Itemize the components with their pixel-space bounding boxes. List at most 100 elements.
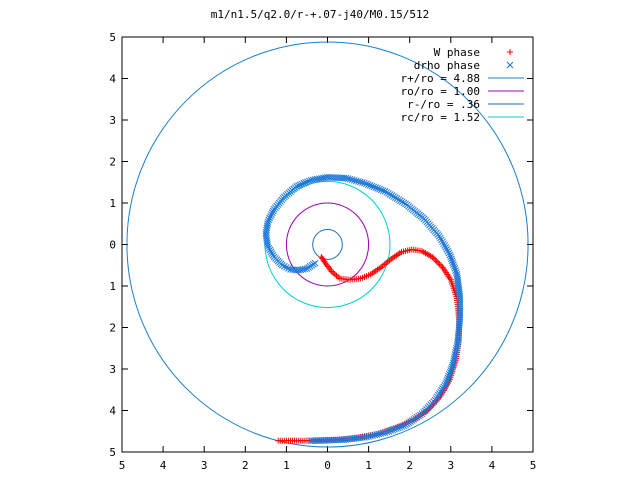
legend-label: rc/ro = 1.52 bbox=[401, 111, 480, 124]
drho-phase-point bbox=[442, 244, 450, 251]
drho-phase-point bbox=[443, 376, 451, 384]
drho-phase-point bbox=[385, 428, 393, 435]
legend-label: drho phase bbox=[414, 59, 480, 72]
drho-phase-point bbox=[451, 351, 459, 358]
phase-markers bbox=[262, 173, 464, 445]
drho-phase-point bbox=[452, 346, 460, 354]
y-tick-label: 5 bbox=[109, 446, 116, 459]
drho-phase-point bbox=[441, 242, 448, 249]
y-tick-label: 3 bbox=[109, 363, 116, 376]
w-phase-series bbox=[275, 246, 463, 444]
drho-phase-point bbox=[449, 259, 457, 267]
drho-phase-point bbox=[398, 423, 406, 430]
drho-phase-point bbox=[300, 179, 308, 187]
w-phase-point bbox=[275, 437, 282, 444]
legend-label: r+/ro = 4.88 bbox=[401, 72, 480, 85]
circle-r- bbox=[312, 229, 343, 260]
drho-phase-point bbox=[346, 175, 354, 183]
x-tick-label: 3 bbox=[447, 459, 454, 472]
drho-phase-point bbox=[265, 216, 273, 224]
y-tick-label: 1 bbox=[109, 197, 116, 210]
drho-phase-point bbox=[354, 178, 362, 185]
drho-phase-point bbox=[280, 262, 288, 270]
drho-phase-point bbox=[435, 232, 443, 240]
drho-phase-point bbox=[379, 187, 387, 194]
drho-phase-point bbox=[304, 178, 311, 186]
drho-phase-point bbox=[369, 432, 377, 439]
drho-phase-point bbox=[307, 437, 315, 445]
drho-phase-point bbox=[366, 181, 374, 189]
drho-phase-point bbox=[450, 355, 458, 362]
drho-phase-point bbox=[373, 431, 381, 438]
drho-phase-point bbox=[449, 359, 457, 367]
drho-phase-point bbox=[383, 428, 391, 436]
drho-phase-point bbox=[392, 425, 400, 432]
drho-phase-point bbox=[376, 185, 383, 193]
drho-phase-point bbox=[264, 220, 271, 228]
drho-phase-point bbox=[268, 211, 275, 218]
drho-phase-point bbox=[453, 344, 460, 352]
drho-phase-point bbox=[444, 247, 452, 255]
w-phase-point bbox=[438, 262, 445, 269]
drho-phase-point bbox=[438, 236, 445, 244]
x-tick-label: 2 bbox=[242, 459, 249, 472]
drho-phase-point bbox=[363, 180, 370, 188]
drho-phase-point bbox=[450, 263, 458, 270]
drho-phase-point bbox=[359, 179, 366, 186]
drho-phase-point bbox=[301, 265, 309, 273]
x-tick-label: 4 bbox=[160, 459, 167, 472]
w-phase-point bbox=[432, 256, 439, 263]
drho-phase-point bbox=[364, 181, 372, 188]
drho-phase-point bbox=[309, 437, 317, 445]
drho-phase-point bbox=[439, 238, 446, 246]
w-phase-point bbox=[433, 258, 440, 265]
y-tick-label: 4 bbox=[109, 405, 116, 418]
drho-phase-point bbox=[379, 429, 387, 437]
y-tick-label: 3 bbox=[109, 114, 116, 127]
y-tick-label: 2 bbox=[109, 156, 116, 169]
drho-phase-point bbox=[266, 214, 274, 222]
y-tick-label: 4 bbox=[109, 73, 116, 86]
drho-phase-point bbox=[445, 249, 453, 257]
drho-phase-point bbox=[448, 365, 455, 372]
drho-phase-point bbox=[296, 181, 304, 189]
drho-phase-point bbox=[352, 177, 360, 185]
drho-phase-point bbox=[375, 430, 383, 438]
drho-phase-point bbox=[357, 178, 364, 186]
x-tick-label: 5 bbox=[119, 459, 126, 472]
drho-phase-point bbox=[447, 253, 455, 261]
x-tick-label: 3 bbox=[201, 459, 208, 472]
drho-phase-point bbox=[289, 266, 296, 273]
drho-phase-point bbox=[350, 176, 358, 184]
drho-phase-point bbox=[448, 255, 455, 263]
w-phase-point bbox=[429, 253, 436, 260]
drho-phase-point bbox=[264, 218, 272, 226]
drho-phase-point bbox=[444, 374, 452, 382]
legend-label: ro/ro = 1.00 bbox=[401, 85, 480, 98]
drho-phase-point bbox=[450, 261, 457, 268]
drho-phase-point bbox=[452, 269, 460, 276]
drho-phase-point bbox=[348, 176, 356, 184]
drho-phase-point bbox=[381, 429, 389, 436]
drho-phase-point bbox=[450, 357, 458, 365]
drho-phase-point bbox=[446, 370, 453, 378]
x-tick-label: 1 bbox=[283, 459, 290, 472]
drho-phase-point bbox=[377, 186, 385, 194]
circle-r- bbox=[126, 41, 529, 448]
drho-phase-point bbox=[293, 183, 301, 190]
y-tick-label: 2 bbox=[109, 322, 116, 335]
drho-phase-point bbox=[368, 182, 376, 190]
drho-phase-point bbox=[437, 234, 444, 242]
drho-phase-point bbox=[394, 424, 402, 432]
drho-phase-point bbox=[452, 267, 459, 274]
drho-phase-point bbox=[302, 179, 310, 186]
drho-phase-point bbox=[299, 266, 307, 273]
drho-phase-point bbox=[454, 338, 462, 346]
drho-phase-point bbox=[452, 349, 459, 356]
drho-phase-point bbox=[283, 263, 290, 271]
legend-marker bbox=[506, 61, 514, 69]
drho-phase-series bbox=[262, 173, 464, 445]
drho-phase-point bbox=[440, 240, 447, 248]
